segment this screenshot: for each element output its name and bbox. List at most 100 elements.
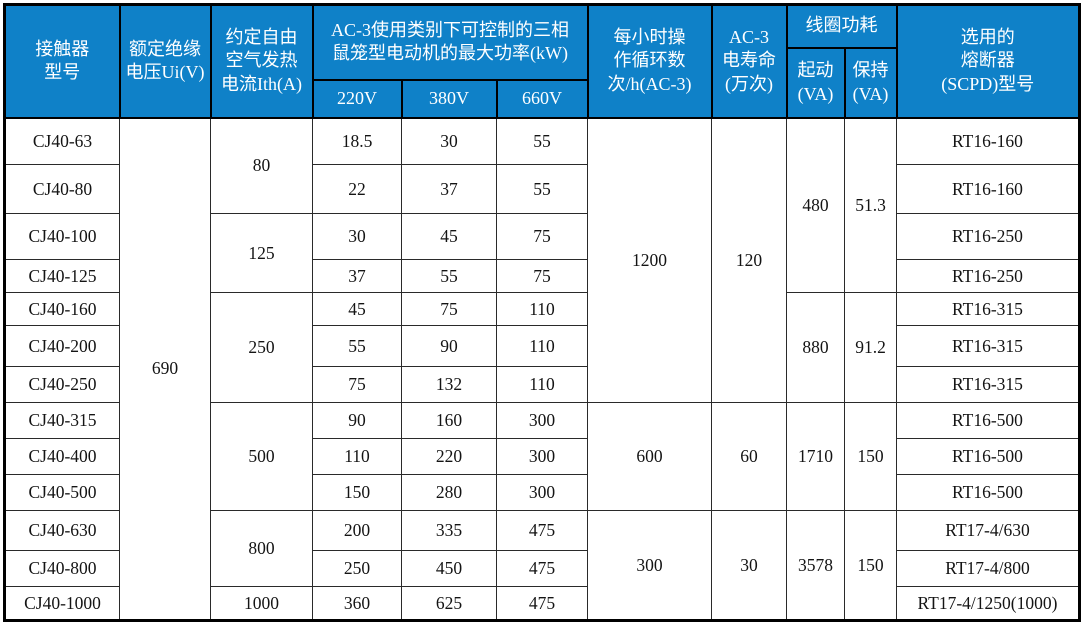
cell-kw-220v: 250	[312, 550, 402, 587]
header-operating-cycles-per-hour: 每小时操 作循环数 次/h(AC-3)	[586, 3, 713, 119]
cell-fuse-model: RT16-250	[896, 259, 1080, 293]
cell-kw-660v: 55	[496, 164, 588, 214]
cell-electrical-life: 120	[711, 116, 787, 403]
cell-kw-380v: 450	[401, 550, 497, 587]
cell-ith: 500	[210, 402, 313, 511]
cell-coil-hold-va: 51.3	[844, 116, 897, 293]
cell-model: CJ40-200	[4, 325, 120, 367]
cell-kw-380v: 132	[401, 366, 497, 403]
table-row: CJ40-63 690 80 18.5 30 55 1200 120 480 5…	[4, 116, 1080, 621]
cell-kw-220v: 90	[312, 402, 402, 439]
cell-kw-380v: 335	[401, 510, 497, 551]
header-fuse-scpd: 选用的 熔断器 (SCPD)型号	[895, 3, 1081, 119]
cell-ith: 125	[210, 213, 313, 293]
cell-kw-660v: 475	[496, 510, 588, 551]
cell-fuse-model: RT16-500	[896, 474, 1080, 511]
table-header: 接触器 型号 额定绝缘 电压Ui(V) 约定自由 空气发热 电流Ith(A) A…	[3, 3, 1081, 119]
table-row: CJ40-630 800 200 335 475 300 30 3578 150…	[4, 510, 1080, 621]
cell-fuse-model: RT17-4/630	[896, 510, 1080, 551]
cell-coil-hold-va: 91.2	[844, 292, 897, 403]
cell-fuse-model: RT16-315	[896, 325, 1080, 367]
cell-kw-660v: 75	[496, 259, 588, 293]
cell-model: CJ40-1000	[4, 586, 120, 621]
cell-kw-380v: 45	[401, 213, 497, 260]
cell-fuse-model: RT16-500	[896, 438, 1080, 475]
cell-kw-220v: 18.5	[312, 116, 402, 165]
cell-model: CJ40-63	[4, 116, 120, 165]
cell-fuse-model: RT16-250	[896, 213, 1080, 260]
cell-coil-hold-va: 150	[844, 510, 897, 621]
header-ac3-max-power-group: AC-3使用类别下可控制的三相 鼠笼型电动机的最大功率(kW)	[311, 3, 589, 81]
cell-ops-per-hour: 600	[587, 402, 712, 511]
table-row: CJ40-315 500 90 160 300 600 60 1710 150 …	[4, 402, 1080, 511]
cell-kw-220v: 110	[312, 438, 402, 475]
table-row: CJ40-160 250 45 75 110 880 91.2 RT16-315	[4, 292, 1080, 403]
cell-model: CJ40-630	[4, 510, 120, 551]
cell-kw-380v: 55	[401, 259, 497, 293]
cell-ui-voltage: 690	[119, 116, 211, 621]
cell-ith: 1000	[210, 586, 313, 621]
table-row: CJ40-80 22 37 55 RT16-160	[4, 164, 1080, 214]
cell-kw-660v: 475	[496, 586, 588, 621]
header-coil-power-group: 线圈功耗	[785, 3, 898, 49]
cell-kw-660v: 475	[496, 550, 588, 587]
cell-kw-660v: 300	[496, 474, 588, 511]
cell-kw-380v: 37	[401, 164, 497, 214]
table-row: CJ40-100 125 30 45 75 RT16-250	[4, 213, 1080, 293]
cell-ith: 250	[210, 292, 313, 403]
cell-kw-220v: 55	[312, 325, 402, 367]
cell-ith: 80	[210, 116, 313, 214]
cell-coil-start-va: 3578	[786, 510, 845, 621]
cell-kw-380v: 90	[401, 325, 497, 367]
cell-kw-220v: 45	[312, 292, 402, 326]
cell-model: CJ40-250	[4, 366, 120, 403]
header-ac3-electrical-life: AC-3 电寿命 (万次)	[710, 3, 788, 119]
cell-model: CJ40-125	[4, 259, 120, 293]
cell-model: CJ40-800	[4, 550, 120, 587]
header-rated-insulation-voltage: 额定绝缘 电压Ui(V)	[118, 3, 212, 119]
cell-kw-660v: 55	[496, 116, 588, 165]
table-body: CJ40-63 690 80 18.5 30 55 1200 120 480 5…	[4, 116, 1080, 621]
cell-ith: 800	[210, 510, 313, 587]
cell-model: CJ40-500	[4, 474, 120, 511]
cell-model: CJ40-80	[4, 164, 120, 214]
cell-kw-220v: 150	[312, 474, 402, 511]
cell-coil-start-va: 480	[786, 116, 845, 293]
cell-kw-220v: 75	[312, 366, 402, 403]
cell-model: CJ40-160	[4, 292, 120, 326]
cell-kw-660v: 300	[496, 438, 588, 475]
cell-fuse-model: RT17-4/800	[896, 550, 1080, 587]
cell-fuse-model: RT16-315	[896, 292, 1080, 326]
cell-kw-660v: 110	[496, 292, 588, 326]
contactor-spec-table: 接触器 型号 额定绝缘 电压Ui(V) 约定自由 空气发热 电流Ith(A) A…	[3, 3, 1081, 622]
header-220v: 220V	[311, 78, 403, 119]
header-coil-start-va: 起动 (VA)	[785, 46, 846, 119]
cell-ops-per-hour: 1200	[587, 116, 712, 403]
cell-model: CJ40-315	[4, 402, 120, 439]
cell-kw-660v: 300	[496, 402, 588, 439]
cell-fuse-model: RT16-160	[896, 164, 1080, 214]
cell-ops-per-hour: 300	[587, 510, 712, 621]
cell-kw-660v: 75	[496, 213, 588, 260]
cell-model: CJ40-100	[4, 213, 120, 260]
cell-kw-380v: 220	[401, 438, 497, 475]
cell-coil-start-va: 1710	[786, 402, 845, 511]
cell-kw-380v: 75	[401, 292, 497, 326]
table-row: CJ40-200 55 90 110 RT16-315	[4, 325, 1080, 367]
cell-kw-220v: 22	[312, 164, 402, 214]
cell-fuse-model: RT16-500	[896, 402, 1080, 439]
cell-electrical-life: 30	[711, 510, 787, 621]
cell-kw-220v: 200	[312, 510, 402, 551]
cell-fuse-model: RT17-4/1250(1000)	[896, 586, 1080, 621]
cell-electrical-life: 60	[711, 402, 787, 511]
cell-kw-220v: 30	[312, 213, 402, 260]
table-row: CJ40-125 37 55 75 RT16-250	[4, 259, 1080, 293]
header-380v: 380V	[400, 78, 498, 119]
cell-fuse-model: RT16-315	[896, 366, 1080, 403]
cell-kw-380v: 625	[401, 586, 497, 621]
header-coil-hold-va: 保持 (VA)	[843, 46, 898, 119]
cell-coil-start-va: 880	[786, 292, 845, 403]
cell-kw-380v: 30	[401, 116, 497, 165]
cell-kw-220v: 37	[312, 259, 402, 293]
